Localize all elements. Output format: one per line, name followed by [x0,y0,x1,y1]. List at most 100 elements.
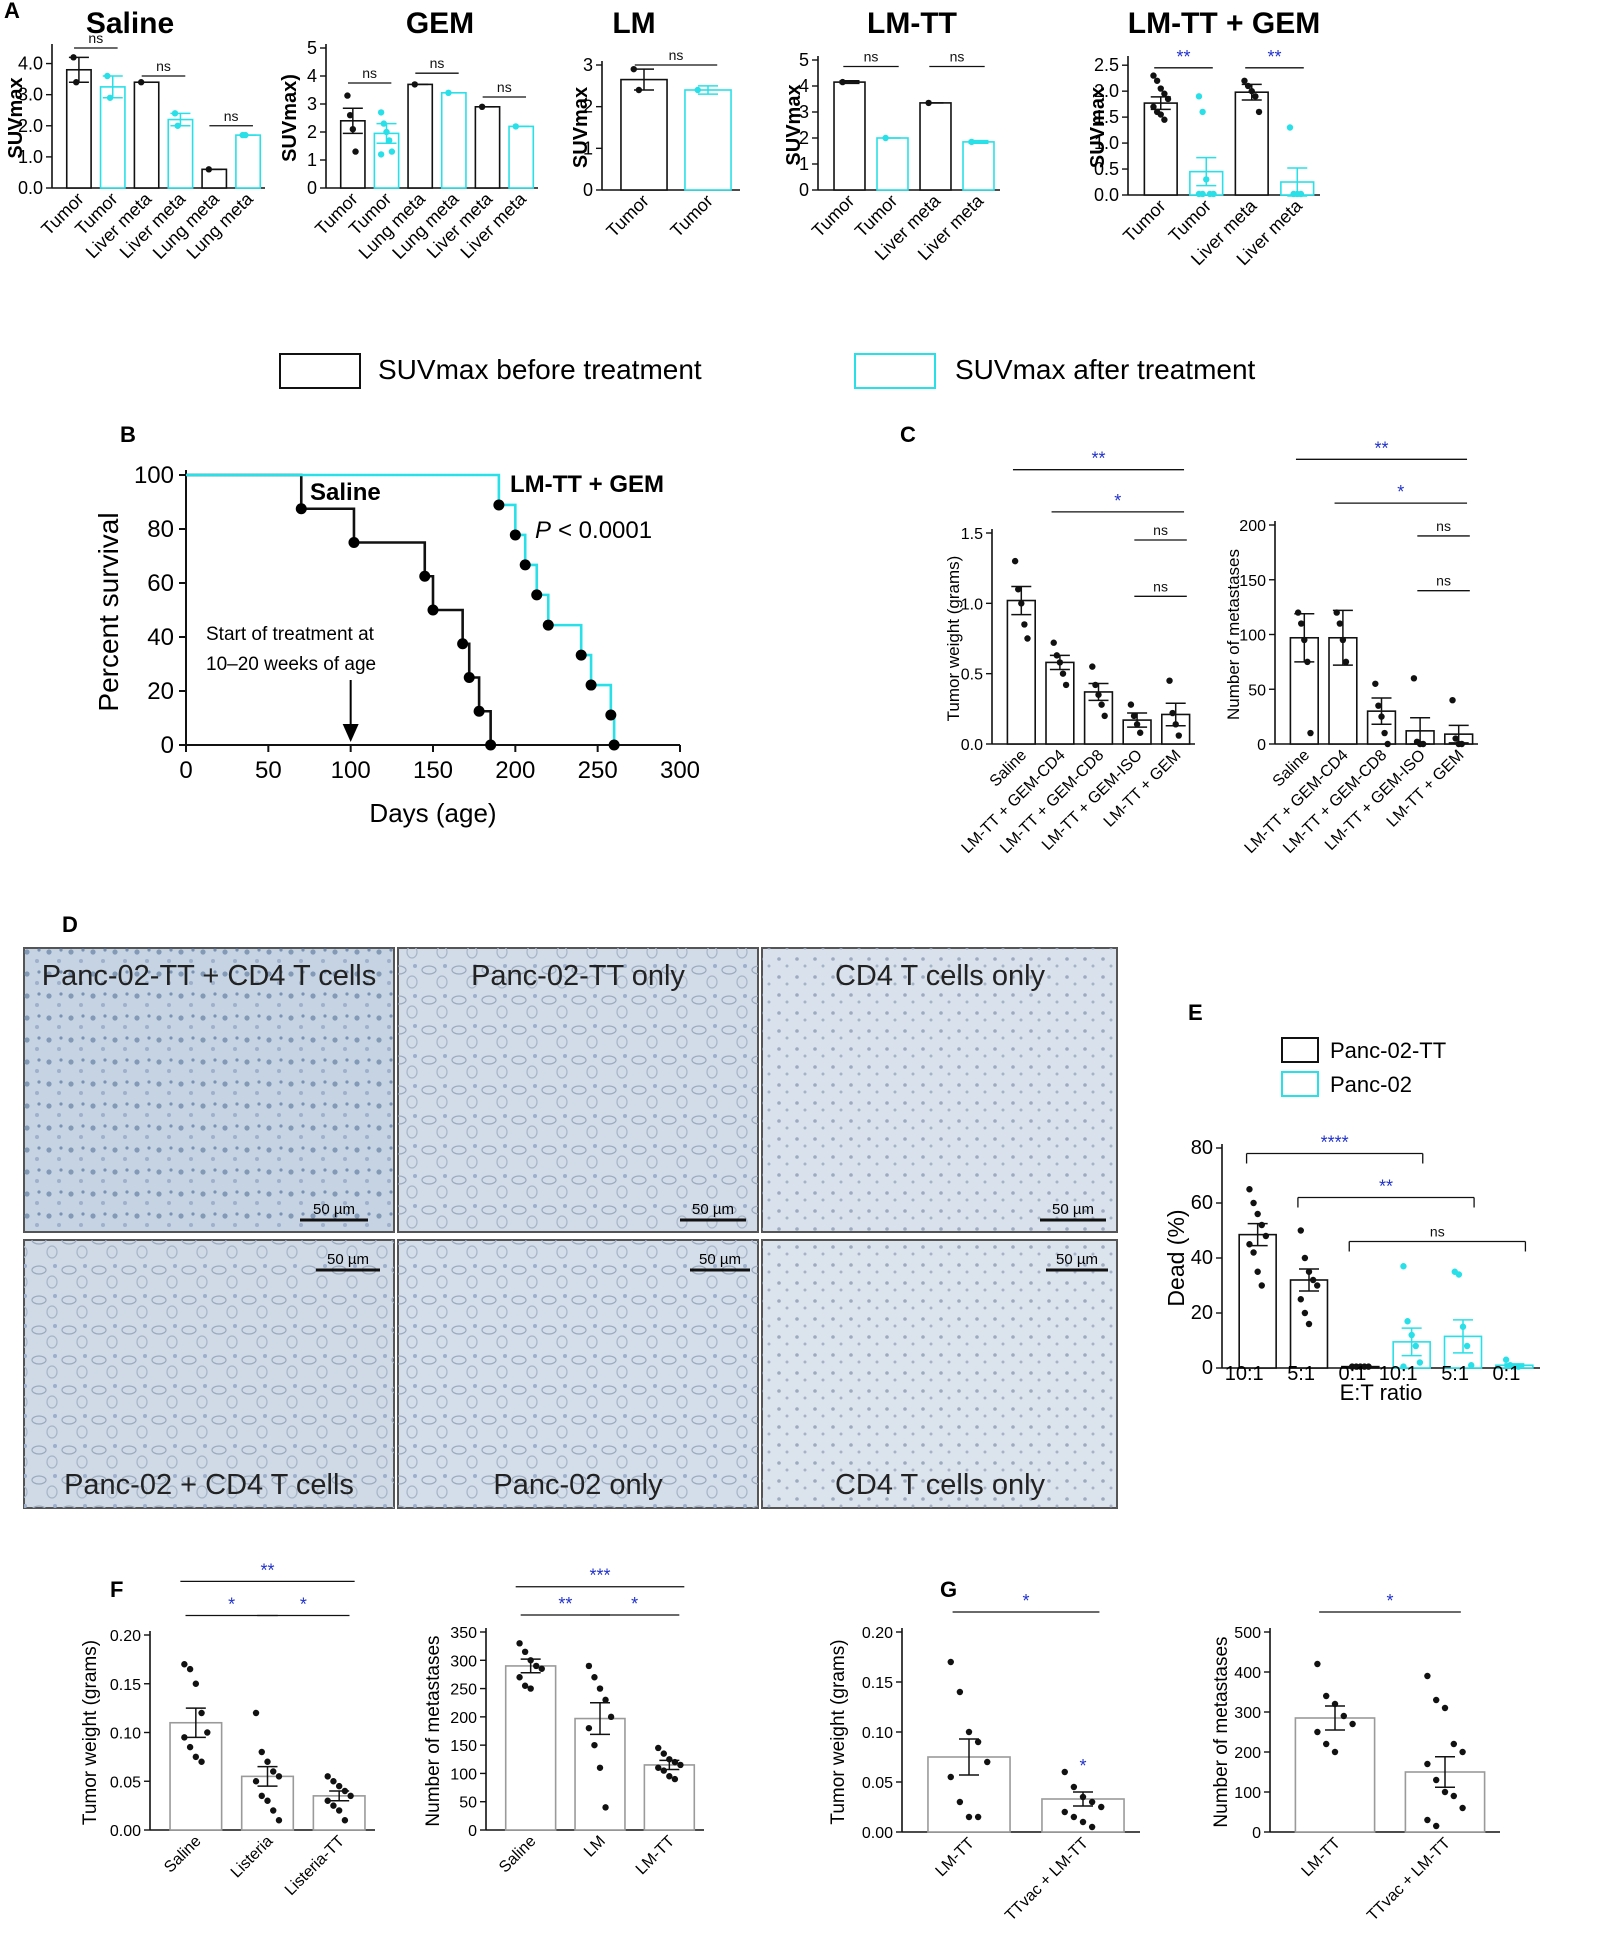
data-point [275,1773,283,1780]
data-point [1061,1808,1068,1816]
y-axis-label: Number of metastases [1224,549,1243,720]
bar [201,168,228,189]
chart-a-lm: LM 0 1 2 3 SUVmax Tumor Tumor ns [570,7,740,241]
y-axis-label: Tumor weight (grams) [944,556,963,722]
survival-line [186,473,616,745]
x-tick-label: Tumor [666,191,716,241]
y-tick-label: 250 [450,1682,477,1699]
chart-f-tumor-weight: 0.00 0.05 0.10 0.15 0.20 Tumor weight (grams)… [80,1560,375,1899]
data-point [1433,1776,1440,1784]
data-point [1136,729,1144,736]
data-point [295,503,307,515]
data-point [1424,1816,1431,1824]
x-tick-label: TTvac + LM-TT [1364,1835,1454,1925]
micrograph-5-label: Panc-02 only [493,1469,663,1501]
data-point [252,1709,260,1717]
data-point [533,1662,540,1670]
y-tick-label: 0 [799,180,809,200]
data-point [1433,1696,1440,1704]
bar [235,134,262,189]
data-point [1297,1227,1304,1234]
x-tick-label: 10:1 [1225,1363,1264,1385]
data-point [1441,1788,1449,1796]
data-point [1021,621,1028,628]
y-tick-label: 1.0 [18,147,43,167]
y-tick-label: 350 [450,1625,477,1642]
data-point [377,151,385,158]
bar [684,89,732,191]
data-point [655,1764,662,1771]
data-point [509,529,521,541]
data-point [1059,670,1067,677]
panel-label-c: C [900,422,916,447]
data-point [660,1750,667,1757]
y-tick-label: 40 [147,624,174,651]
y-tick-label: 4 [307,66,317,86]
data-point [1340,1712,1348,1720]
data-point [596,1764,604,1771]
significance-label: *** [589,1566,610,1586]
significance-label: ** [558,1594,572,1614]
data-point [1070,1813,1078,1821]
significance-label: ns [1436,518,1451,534]
micrograph-5: Panc-02 only 50 µm [397,1239,759,1509]
data-point [1336,620,1344,627]
data-point [1098,701,1105,708]
data-point [947,1658,954,1666]
y-tick-label: 0 [1202,1357,1213,1379]
bar [133,81,160,189]
bar [169,1721,223,1831]
data-point [258,1792,265,1800]
legend-e-after-label: Panc-02 [1330,1072,1412,1097]
data-point [984,1758,991,1766]
y-tick-label: 0 [468,1823,477,1840]
data-point [591,1674,598,1681]
data-point [1079,1793,1087,1801]
chart-title: LM-TT + GEM [1128,7,1320,40]
data-point [330,1802,337,1809]
data-point [1459,1804,1466,1812]
data-point [324,1797,331,1804]
bar [1006,599,1036,745]
x-tick-label: 100 [331,757,371,784]
data-point [1412,1342,1419,1350]
data-point [968,138,975,146]
data-point [1400,1363,1407,1370]
data-point [1250,1249,1257,1256]
data-point [1331,1700,1339,1708]
data-point [655,1744,662,1752]
bar [407,83,434,189]
data-point [1088,1798,1096,1806]
data-point [1172,721,1179,728]
micrograph-6-label: CD4 T cells only [835,1469,1046,1501]
y-tick-label: 150 [1239,573,1266,590]
x-tick-label: Tumor [602,191,652,241]
data-point [521,1682,529,1689]
data-point [1419,740,1427,748]
y-tick-label: 2 [583,97,593,117]
data-point [348,537,360,548]
bar [962,141,995,191]
data-point [388,148,396,155]
data-point [542,619,554,631]
data-point [630,65,637,73]
legend-a: SUVmax before treatment SUVmax after tre… [279,353,1256,389]
micrograph-2-label: Panc-02-TT only [471,960,685,992]
significance-label: ns [864,49,879,65]
data-point [1314,1728,1321,1736]
significance-label: * [300,1595,307,1615]
data-point [341,1817,349,1824]
data-point [956,1688,964,1696]
x-tick-label: TTvac + LM-TT [1002,1835,1092,1925]
y-tick-label: 1 [799,154,809,174]
data-point [512,123,519,130]
significance-label: ns [430,55,445,71]
y-axis-label: SUVmax [5,77,27,158]
significance-label: * [631,1594,638,1614]
data-point [1400,1263,1407,1270]
micrograph-4-label: Panc-02 + CD4 T cells [64,1469,354,1501]
bar [919,102,952,191]
x-tick-label: 0 [179,757,192,784]
legend-e-before-label: Panc-02-TT [1330,1038,1446,1063]
